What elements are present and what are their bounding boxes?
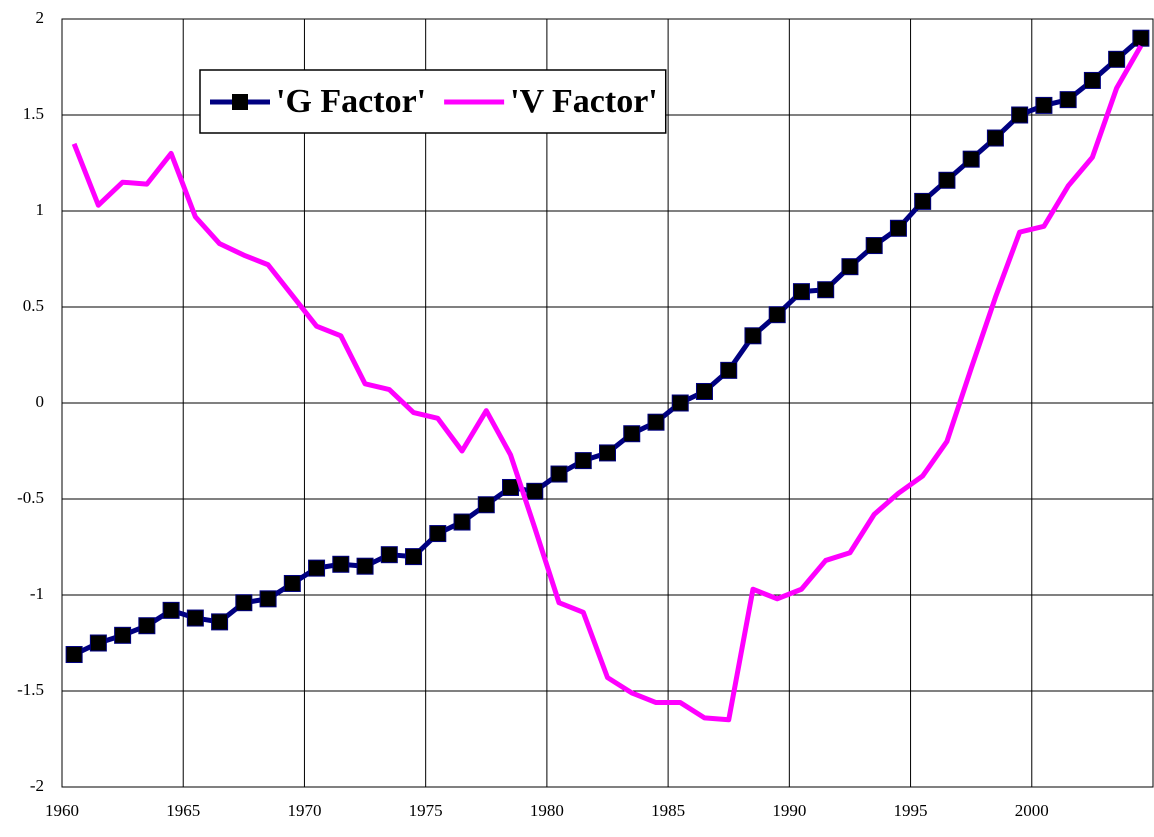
- point-marker: [453, 513, 471, 531]
- point-marker: [65, 646, 83, 664]
- point-marker: [332, 555, 350, 573]
- series: [65, 29, 1150, 664]
- x-tick-label: 1970: [287, 801, 321, 820]
- point-marker: [89, 634, 107, 652]
- series: [71, 44, 1144, 723]
- y-tick-label: 0: [36, 392, 45, 411]
- x-tick-label: 1985: [651, 801, 685, 820]
- point-marker: [889, 219, 907, 237]
- x-tick-label: 1995: [894, 801, 928, 820]
- point-marker: [477, 496, 495, 514]
- point-marker: [1059, 91, 1077, 109]
- x-tick-label: 1975: [409, 801, 443, 820]
- point-marker: [550, 465, 568, 483]
- y-tick-label: 1: [36, 200, 45, 219]
- point-marker: [526, 482, 544, 500]
- point-marker: [962, 150, 980, 168]
- point-marker: [211, 613, 229, 631]
- point-marker: [259, 590, 277, 608]
- y-tick-label: -1: [30, 584, 44, 603]
- point-marker: [768, 306, 786, 324]
- point-marker: [986, 129, 1004, 147]
- y-tick-label: -0.5: [17, 488, 44, 507]
- point-marker: [599, 444, 616, 462]
- point-marker: [308, 559, 326, 577]
- point-marker: [1011, 106, 1029, 124]
- point-marker: [1035, 96, 1053, 114]
- point-marker: [405, 548, 423, 566]
- point-marker: [1108, 50, 1126, 68]
- legend-box: [199, 69, 667, 134]
- x-tick-label: 1960: [45, 801, 79, 820]
- y-tick-label: 2: [36, 8, 45, 27]
- point-marker: [186, 609, 204, 627]
- point-marker: [865, 237, 883, 255]
- y-tick-label: -1.5: [17, 680, 44, 699]
- point-marker: [1132, 29, 1150, 47]
- y-tick-label: -2: [30, 776, 44, 795]
- legend-marker: [232, 94, 248, 110]
- point-marker: [914, 192, 932, 210]
- point-marker: [744, 327, 762, 345]
- series-line: [71, 44, 1144, 723]
- point-marker: [695, 382, 713, 400]
- point-marker: [647, 413, 665, 431]
- point-marker: [356, 557, 374, 575]
- point-marker: [162, 601, 180, 619]
- y-tick-label: 1.5: [23, 104, 44, 123]
- point-marker: [138, 617, 156, 635]
- legend: 'G Factor' 'V Factor': [199, 69, 667, 134]
- y-tick-label: 0.5: [23, 296, 44, 315]
- point-marker: [235, 594, 253, 612]
- x-tick-label: 2000: [1015, 801, 1049, 820]
- x-tick-label: 1990: [772, 801, 806, 820]
- x-tick-label: 1980: [530, 801, 564, 820]
- point-marker: [792, 283, 810, 301]
- point-marker: [841, 258, 859, 276]
- point-marker: [671, 394, 689, 412]
- point-marker: [938, 171, 956, 189]
- point-marker: [502, 478, 520, 496]
- legend-label: 'V Factor': [510, 83, 658, 120]
- point-marker: [574, 452, 592, 470]
- point-marker: [380, 546, 398, 564]
- legend-label: 'G Factor': [276, 83, 426, 120]
- point-marker: [720, 361, 738, 379]
- point-marker: [283, 574, 301, 592]
- plot-frame: [61, 18, 1154, 788]
- point-marker: [623, 425, 641, 443]
- point-marker: [817, 281, 835, 299]
- point-marker: [429, 525, 447, 543]
- point-marker: [114, 626, 132, 644]
- point-marker: [1083, 71, 1101, 89]
- x-tick-label: 1965: [166, 801, 200, 820]
